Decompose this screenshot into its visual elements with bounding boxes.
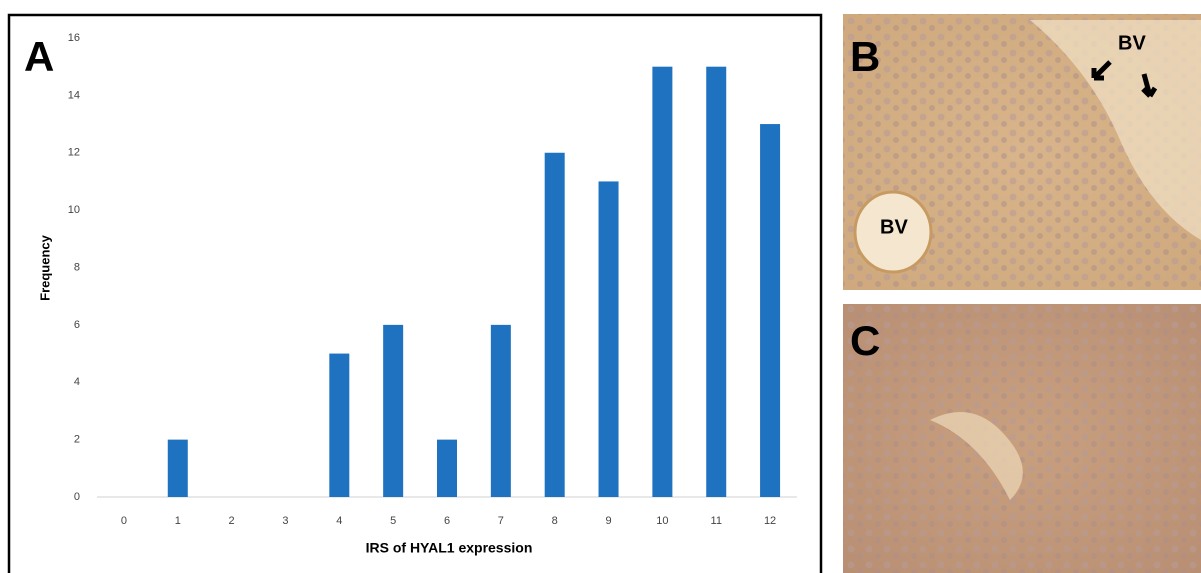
bar	[329, 354, 349, 497]
y-tick-label: 12	[68, 147, 80, 159]
bar	[168, 440, 188, 497]
x-tick-label: 11	[711, 515, 722, 527]
chart-frame	[9, 15, 821, 573]
panel-label: A	[24, 33, 54, 80]
panel-label: B	[850, 33, 880, 80]
bar	[383, 325, 403, 497]
page: {"chart_data": {"type": "bar", "panel_la…	[0, 0, 1201, 573]
annotation: BV	[1118, 32, 1146, 54]
x-tick-label: 10	[656, 515, 668, 527]
x-axis-label: IRS of HYAL1 expression	[366, 540, 533, 556]
panel-c: C	[843, 304, 1201, 573]
bar	[491, 325, 511, 497]
x-tick-label: 2	[229, 515, 235, 527]
bar	[599, 181, 619, 497]
x-tick-label: 9	[605, 515, 611, 527]
bar	[652, 67, 672, 497]
x-tick-label: 7	[498, 515, 504, 527]
bar	[437, 440, 457, 497]
x-tick-label: 0	[121, 515, 127, 527]
y-tick-label: 4	[74, 376, 80, 388]
bar	[706, 67, 726, 497]
x-tick-label: 4	[336, 515, 342, 527]
y-tick-label: 0	[74, 491, 80, 503]
y-tick-label: 16	[68, 32, 80, 44]
figure: A Frequency IRS of HYAL1 expression B BV…	[0, 0, 1201, 573]
y-tick-label: 14	[68, 89, 80, 101]
y-tick-label: 6	[74, 319, 80, 331]
x-tick-label: 1	[175, 515, 181, 527]
micrograph-texture	[843, 304, 1201, 573]
bar	[760, 124, 780, 497]
x-tick-label: 3	[282, 515, 288, 527]
bar	[545, 153, 565, 497]
y-axis-label: Frequency	[37, 234, 52, 301]
annotation: BV	[880, 216, 908, 238]
panel-label: C	[850, 317, 880, 364]
x-tick-label: 6	[444, 515, 450, 527]
y-tick-label: 10	[68, 204, 80, 216]
y-tick-label: 2	[74, 434, 80, 446]
x-tick-label: 8	[552, 515, 558, 527]
x-tick-label: 12	[764, 515, 776, 527]
x-tick-label: 5	[390, 515, 396, 527]
panel-b: B BV BV	[843, 14, 1201, 290]
y-tick-label: 8	[74, 261, 80, 273]
